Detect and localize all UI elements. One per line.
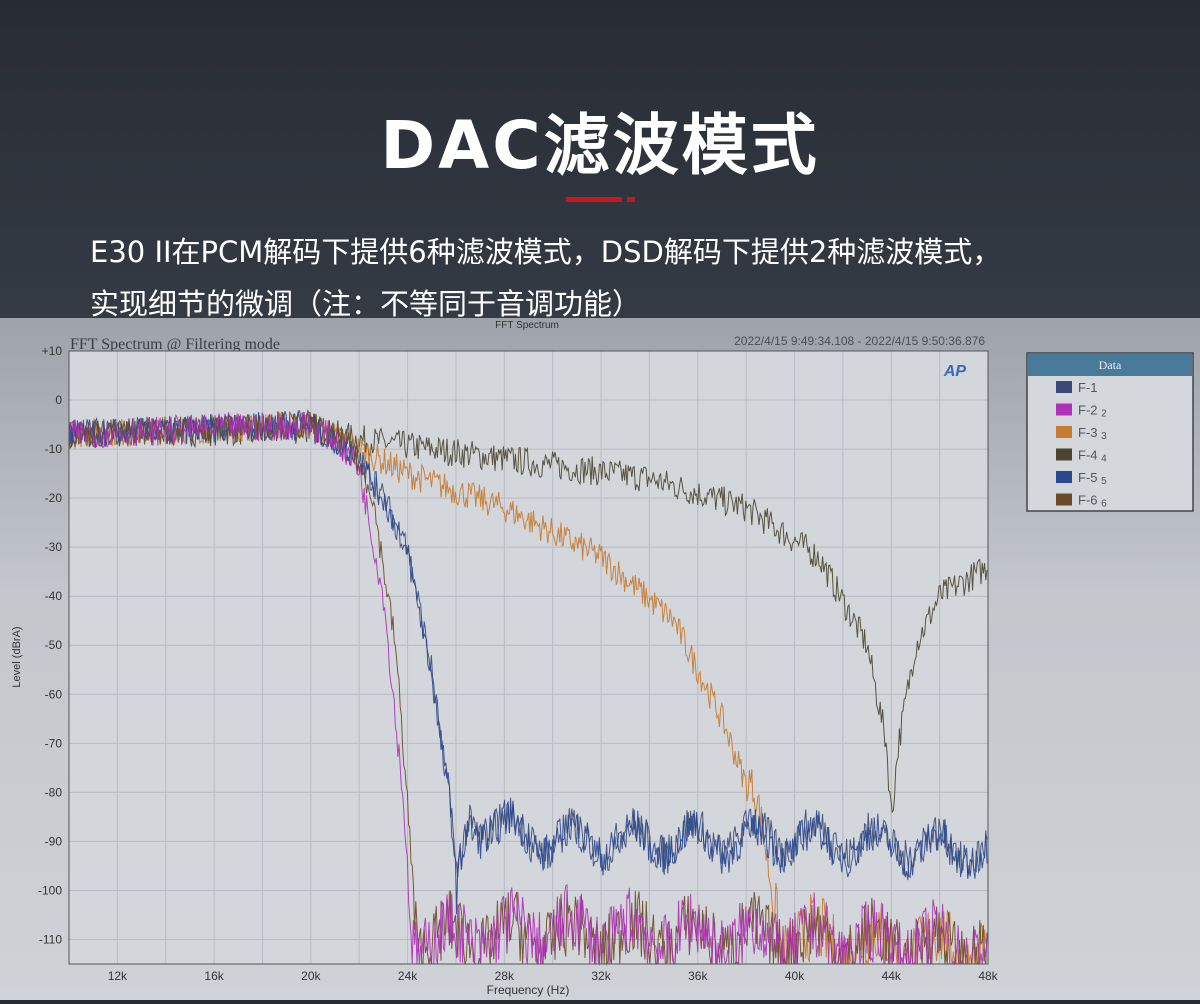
- x-tick-label: 28k: [495, 969, 515, 983]
- x-tick-label: 32k: [591, 969, 611, 983]
- x-tick-label: 40k: [785, 969, 805, 983]
- x-tick-label: 36k: [688, 969, 708, 983]
- plot-area: [68, 350, 989, 965]
- y-tick-label: -70: [45, 736, 63, 750]
- y-tick-label: -80: [45, 785, 63, 799]
- legend: Data F-1 F-2 2 F-3 3 F-4 4 F-5 5 F-6 6: [1026, 352, 1194, 512]
- y-tick-label: -10: [45, 442, 63, 456]
- series-line-f-2: [68, 411, 988, 966]
- legend-swatch: [1056, 448, 1072, 461]
- x-tick-label: 16k: [204, 969, 224, 983]
- y-tick-label: -30: [45, 540, 63, 554]
- y-tick-label: -50: [45, 638, 63, 652]
- chart-title: FFT Spectrum @ Filtering mode: [70, 336, 280, 353]
- legend-entry: F-1: [1078, 380, 1098, 395]
- x-tick-label: 48k: [978, 969, 998, 983]
- plot-border: [68, 350, 989, 965]
- legend-swatch: [1056, 381, 1072, 393]
- legend-swatch: [1056, 426, 1072, 438]
- legend-title: Data: [1099, 358, 1122, 372]
- time-range: 2022/4/15 9:49:34.108 - 2022/4/15 9:50:3…: [734, 334, 985, 348]
- ap-logo: AP: [943, 363, 967, 380]
- y-tick-label: -90: [45, 834, 63, 848]
- fft-spectrum-chart: FFT Spectrum FFT Spectrum @ Filtering mo…: [11, 320, 1194, 997]
- y-tick-label: -110: [39, 932, 62, 946]
- y-tick-label: -60: [45, 687, 63, 701]
- x-axis-label: Frequency (Hz): [487, 983, 570, 997]
- y-tick-label: +10: [42, 344, 63, 358]
- legend-swatch: [1056, 471, 1072, 483]
- chart-panel: FFT Spectrum FFT Spectrum @ Filtering mo…: [0, 318, 1200, 1000]
- legend-entry: F-4 4: [1078, 448, 1107, 465]
- legend-swatch: [1056, 403, 1072, 416]
- y-tick-label: -100: [38, 883, 62, 897]
- page-title: DAC滤波模式: [380, 107, 820, 184]
- y-tick-label: 0: [55, 393, 62, 407]
- x-tick-label: 20k: [301, 969, 321, 983]
- description: E30 II在PCM解码下提供6种滤波模式，DSD解码下提供2种滤波模式， 实现…: [90, 226, 1150, 330]
- x-tick-label: 24k: [398, 969, 418, 983]
- y-axis-label: Level (dBrA): [11, 626, 23, 687]
- x-tick-label: 44k: [882, 969, 902, 983]
- legend-entry: F-2 2: [1078, 403, 1107, 420]
- window-title: FFT Spectrum: [495, 320, 559, 331]
- legend-swatch: [1056, 493, 1072, 506]
- legend-entry: F-6 6: [1078, 493, 1107, 510]
- y-tick-label: -40: [45, 589, 63, 603]
- y-tick-label: -20: [45, 491, 63, 505]
- title-underline-dot: [627, 197, 635, 202]
- title-underline: [566, 197, 622, 202]
- legend-entry: F-5 5: [1078, 470, 1107, 487]
- description-line-2: 实现细节的微调（注：不等同于音调功能）: [90, 287, 642, 321]
- legend-entry: F-3 3: [1078, 425, 1107, 442]
- x-tick-label: 12k: [108, 969, 128, 983]
- description-line-1: E30 II在PCM解码下提供6种滤波模式，DSD解码下提供2种滤波模式，: [90, 235, 1002, 269]
